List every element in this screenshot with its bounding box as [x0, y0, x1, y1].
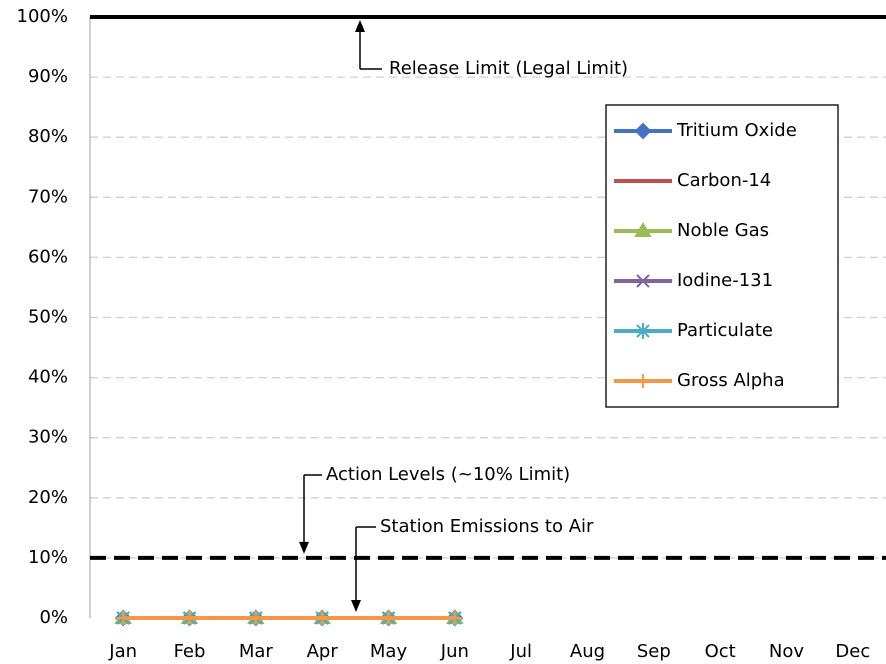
x-tick-label: Oct	[705, 641, 736, 662]
y-tick-label: 100%	[17, 6, 68, 27]
y-tick-label: 90%	[28, 66, 68, 87]
x-tick-label: Dec	[835, 641, 870, 662]
x-tick-label: Feb	[174, 641, 206, 662]
y-tick-label: 10%	[28, 547, 68, 568]
x-tick-label: Mar	[239, 641, 274, 662]
y-tick-label: 70%	[28, 186, 68, 207]
arrow-head	[355, 20, 365, 32]
legend-label: Iodine-131	[677, 270, 773, 291]
legend-marker	[636, 274, 650, 288]
x-tick-label: Aug	[570, 641, 605, 662]
legend-label: Gross Alpha	[677, 370, 785, 391]
arrow-head	[351, 600, 361, 612]
y-tick-label: 20%	[28, 487, 68, 508]
x-tick-label: Nov	[769, 641, 804, 662]
x-tick-label: Sep	[637, 641, 671, 662]
y-tick-label: 40%	[28, 367, 68, 388]
legend-label: Particulate	[677, 320, 773, 341]
annotation: Station Emissions to Air	[380, 516, 594, 537]
legend-marker	[636, 374, 650, 388]
x-tick-label: Jul	[509, 641, 532, 662]
legend-label: Noble Gas	[677, 220, 769, 241]
data-point	[381, 611, 396, 625]
x-tick-label: Jan	[108, 641, 137, 662]
y-tick-label: 30%	[28, 427, 68, 448]
x-tick-label: May	[370, 641, 408, 662]
legend-box	[605, 104, 839, 408]
annotation: Action Levels (~10% Limit)	[326, 464, 570, 485]
x-tick-label: Apr	[307, 641, 339, 662]
y-tick-label: 60%	[28, 246, 68, 267]
legend: Tritium Oxide Carbon-14 Noble Gas Iodine-13…	[605, 104, 839, 408]
legend-marker	[636, 323, 650, 339]
y-tick-label: 50%	[28, 307, 68, 328]
y-tick-label: 0%	[39, 607, 68, 628]
data-point	[116, 611, 131, 625]
x-tick-label: Jun	[440, 641, 469, 662]
annotation: Release Limit (Legal Limit)	[389, 58, 628, 79]
legend-label: Tritium Oxide	[676, 120, 797, 141]
data-point	[447, 611, 462, 625]
legend-marker	[634, 122, 652, 140]
legend-label: Carbon-14	[677, 170, 771, 191]
arrow-head	[299, 541, 309, 554]
data-point	[182, 611, 197, 625]
data-point	[315, 611, 330, 625]
legend-marker	[634, 222, 652, 237]
data-point	[248, 611, 263, 625]
y-tick-label: 80%	[28, 126, 68, 147]
